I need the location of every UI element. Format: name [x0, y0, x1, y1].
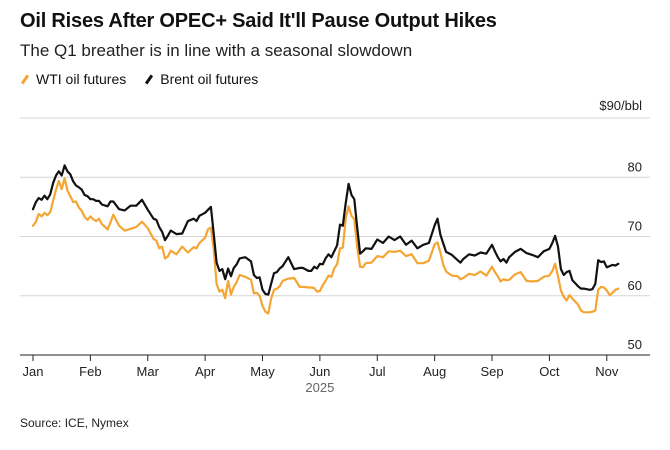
line-chart: 50 60 70 80 $90/bbl Jan Feb Mar Apr May Jun Jul Aug S…	[20, 98, 650, 395]
grid-layer	[20, 117, 650, 356]
x-tick-label-may: May	[250, 364, 275, 379]
x-tick-label-sep: Sep	[480, 364, 503, 379]
y-tick-label-50: 50	[628, 337, 642, 352]
y-tick-label-60: 60	[628, 278, 642, 293]
chart-title: Oil Rises After OPEC+ Said It'll Pause O…	[20, 10, 497, 32]
source-note: Source: ICE, Nymex	[20, 416, 129, 430]
x-tick-label-nov: Nov	[595, 364, 619, 379]
x-tick-label-aug: Aug	[423, 364, 446, 379]
label-layer: 50 60 70 80 $90/bbl Jan Feb Mar Apr May Jun Jul Aug S…	[23, 98, 643, 395]
chart-legend: WTI oil futures Brent oil futures	[20, 70, 276, 88]
x-tick-label-jun: Jun	[309, 364, 330, 379]
x-tick-label-jul: Jul	[369, 364, 386, 379]
legend-item-wti: WTI oil futures	[20, 71, 126, 87]
legend-label-brent: Brent oil futures	[160, 71, 259, 87]
series-layer	[31, 164, 620, 315]
legend-label-wti: WTI oil futures	[36, 71, 127, 87]
axis-layer	[32, 355, 608, 361]
x-tick-label-jan: Jan	[23, 364, 44, 379]
chart-subtitle: The Q1 breather is in line with a season…	[20, 41, 413, 60]
series-line-wti	[31, 177, 620, 315]
y-tick-label-70: 70	[628, 219, 642, 234]
x-tick-label-apr: Apr	[195, 364, 216, 379]
y-top-label: $90/bbl	[599, 98, 642, 113]
x-tick-label-mar: Mar	[137, 364, 160, 379]
series-line-brent	[31, 164, 620, 296]
x-tick-label-feb: Feb	[79, 364, 101, 379]
legend-item-brent: Brent oil futures	[144, 71, 258, 87]
y-tick-label-80: 80	[628, 159, 642, 174]
x-tick-label-oct: Oct	[539, 364, 560, 379]
x-year-label: 2025	[305, 380, 334, 395]
